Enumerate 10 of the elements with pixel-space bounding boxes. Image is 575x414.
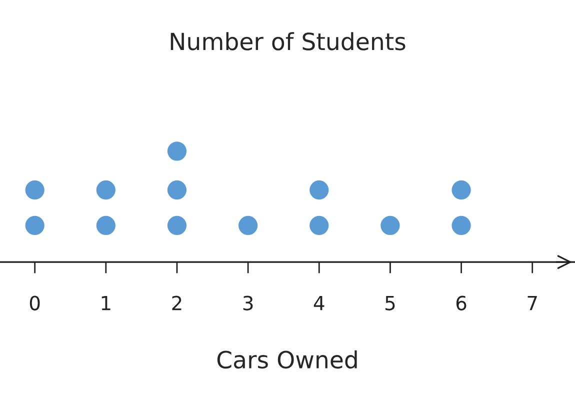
x-tick-label: 1 — [102, 296, 110, 310]
x-tick-label: 2 — [172, 296, 182, 310]
x-axis-title: Cars Owned — [217, 350, 357, 369]
x-tick-label: 3 — [243, 296, 253, 310]
x-tick-label: 6 — [456, 296, 466, 310]
x-tick-label: 4 — [314, 296, 324, 310]
x-tick-label: 5 — [386, 296, 395, 310]
x-tick-label: 7 — [528, 296, 537, 310]
x-tick-label: 0 — [30, 296, 40, 310]
chart-title: Number of Students — [170, 32, 406, 50]
